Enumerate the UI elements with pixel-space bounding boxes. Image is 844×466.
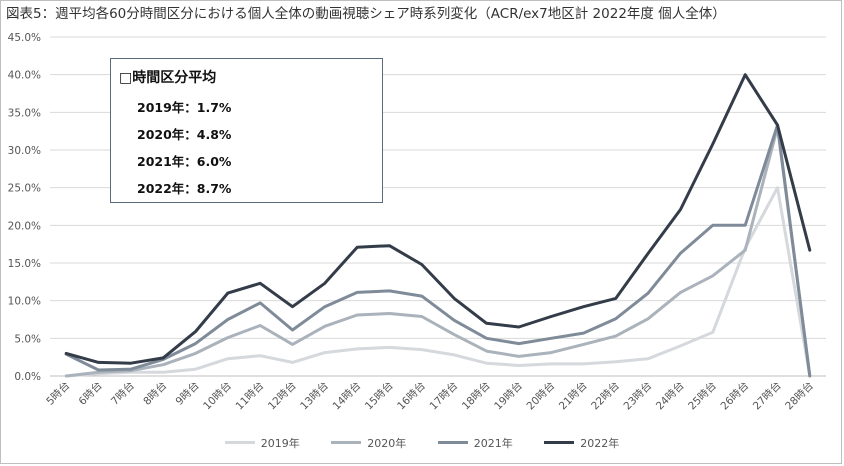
x-tick-label: 11時台 xyxy=(233,379,266,412)
x-tick-label: 10時台 xyxy=(200,379,233,412)
series-line-2020 xyxy=(64,125,812,378)
series-line-2019 xyxy=(64,186,812,378)
x-tick-label: 26時台 xyxy=(718,379,751,412)
legend-item-2020: 2020年 xyxy=(331,435,406,451)
x-tick-label: 24時台 xyxy=(653,379,686,412)
y-tick-label: 45.0% xyxy=(8,32,41,44)
y-tick-label: 30.0% xyxy=(8,145,41,157)
y-tick-label: 15.0% xyxy=(8,258,41,270)
average-row-2022: 2022年：8.7% xyxy=(137,181,232,196)
y-tick-label: 5.0% xyxy=(14,333,41,345)
x-tick-label: 25時台 xyxy=(685,379,718,412)
y-tick-label: 40.0% xyxy=(8,70,41,82)
y-tick-label: 0.0% xyxy=(14,371,41,383)
y-tick-label: 25.0% xyxy=(8,183,41,195)
average-row-2020: 2020年：4.8% xyxy=(137,127,232,142)
x-tick-label: 8時台 xyxy=(141,379,170,408)
average-row-2019: 2019年：1.7% xyxy=(137,100,232,115)
x-tick-label: 5時台 xyxy=(44,379,73,408)
x-tick-label: 19時台 xyxy=(491,379,524,412)
legend-item-2021: 2021年 xyxy=(437,435,513,451)
y-tick-label: 10.0% xyxy=(8,296,41,308)
x-axis-tick-labels: 5時台 6時台 7時台 8時台 9時台 10時台 11時台 12時台 13時台 14時台 15時台 1… xyxy=(44,379,816,412)
legend-label-2021: 2021年 xyxy=(473,436,513,450)
x-tick-label: 15時台 xyxy=(362,379,395,412)
x-tick-label: 7時台 xyxy=(108,379,137,408)
x-tick-label: 20時台 xyxy=(524,379,557,412)
x-tick-label: 27時台 xyxy=(750,379,783,412)
x-tick-label: 23時台 xyxy=(621,379,654,412)
x-tick-label: 14時台 xyxy=(330,379,363,412)
x-tick-label: 28時台 xyxy=(782,379,815,412)
x-tick-label: 9時台 xyxy=(173,379,202,408)
y-tick-label: 35.0% xyxy=(8,107,41,119)
x-tick-label: 12時台 xyxy=(265,379,298,412)
legend-item-2022: 2022年 xyxy=(544,435,619,451)
legend-swatch-2022 xyxy=(544,441,575,444)
legend-label-2019: 2019年 xyxy=(260,436,300,450)
legend-item-2019: 2019年 xyxy=(224,435,300,451)
average-info-box: □時間区分平均 2019年：1.7% 2020年：4.8% 2021年：6.0%… xyxy=(110,58,383,203)
chart-title: 図表5：週平均各60分時間区分における個人全体の動画視聴シェア時系列変化（ACR… xyxy=(6,6,726,22)
legend-label-2022: 2022年 xyxy=(580,436,620,450)
x-tick-label: 22時台 xyxy=(588,379,621,412)
chart-legend: 2019年 2020年 2021年 2022年 xyxy=(0,434,844,451)
legend-swatch-2021 xyxy=(437,441,468,444)
series-lines xyxy=(64,73,812,378)
x-tick-label: 13時台 xyxy=(297,379,330,412)
average-row-2021: 2021年：6.0% xyxy=(137,154,232,169)
series-line-2022 xyxy=(64,73,812,365)
x-tick-label: 6時台 xyxy=(76,379,105,408)
x-tick-label: 17時台 xyxy=(427,379,460,412)
legend-swatch-2019 xyxy=(224,441,255,444)
x-tick-label: 16時台 xyxy=(394,379,427,412)
average-box-title: □時間区分平均 xyxy=(119,70,217,86)
y-tick-label: 20.0% xyxy=(8,220,41,232)
y-axis-tick-labels: 0.0% 5.0% 10.0% 15.0% 20.0% 25.0% 30.0% 35.0% 40… xyxy=(8,32,41,383)
x-tick-label: 18時台 xyxy=(459,379,492,412)
series-line-2021 xyxy=(64,123,812,378)
legend-swatch-2020 xyxy=(331,441,362,444)
x-tick-label: 21時台 xyxy=(556,379,589,412)
legend-label-2020: 2020年 xyxy=(367,436,407,450)
